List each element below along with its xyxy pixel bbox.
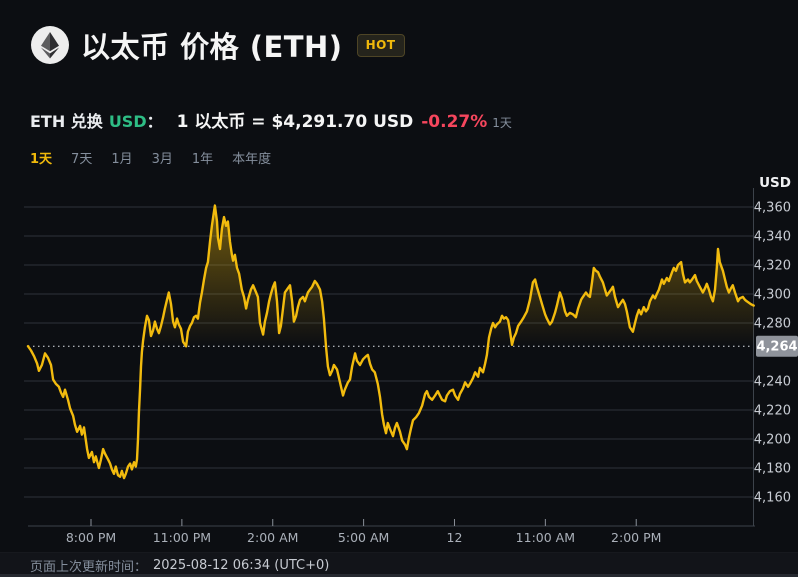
pair-prefix: ETH 兑换 bbox=[30, 112, 103, 131]
range-tab-4[interactable]: 1年 bbox=[191, 152, 214, 167]
current-rate: 1 以太币 = $4,291.70 USD bbox=[176, 112, 414, 132]
y-axis-label: 4,200 bbox=[754, 433, 791, 448]
range-tab-0[interactable]: 1天 bbox=[30, 152, 53, 167]
range-tabs: 1天 7天 1月 3月 1年 本年度 bbox=[30, 148, 271, 167]
price-summary: ETH 兑换 USD ： 1 以太币 = $4,291.70 USD -0.27… bbox=[30, 107, 512, 132]
change-percent: -0.27% bbox=[421, 112, 488, 132]
y-axis-label: 4,160 bbox=[754, 491, 791, 506]
y-axis-label: 4,300 bbox=[754, 288, 791, 303]
x-axis-label: 5:00 AM bbox=[338, 530, 389, 545]
price-line bbox=[26, 204, 755, 480]
range-tab-2[interactable]: 1月 bbox=[111, 152, 133, 167]
colon: ： bbox=[146, 112, 163, 131]
price-chart[interactable]: 8:00 PM 11:00 PM 2:00 AM 5:00 AM 12 11:00 AM 2… bbox=[0, 170, 798, 552]
page-header: 以太币 价格 (ETH) HOT bbox=[30, 24, 405, 66]
last-updated-label: 页面上次更新时间： bbox=[30, 559, 148, 575]
baseline-price-badge bbox=[756, 335, 798, 357]
y-axis-label: 4,360 bbox=[754, 201, 791, 216]
change-period: 1天 bbox=[492, 116, 512, 130]
last-updated-time: 2025-08-12 06:34 (UTC+0) bbox=[153, 557, 330, 573]
range-tab-3[interactable]: 3月 bbox=[151, 152, 173, 167]
range-tab-5[interactable]: 本年度 bbox=[232, 152, 272, 167]
y-axis-label: 4,180 bbox=[754, 462, 791, 477]
x-axis-label: 2:00 AM bbox=[247, 530, 298, 545]
x-axis-label: 8:00 PM bbox=[66, 530, 116, 545]
quote-currency: USD bbox=[108, 112, 147, 131]
range-tab-1[interactable]: 7天 bbox=[71, 152, 93, 167]
baseline-price-badge-label: 4,264 bbox=[756, 340, 797, 355]
x-axis-label: 2:00 PM bbox=[611, 530, 661, 545]
y-axis-label: 4,340 bbox=[754, 230, 791, 245]
y-axis-label: 4,320 bbox=[754, 259, 791, 274]
y-axis-label: 4,280 bbox=[754, 317, 791, 332]
y-axis-label: 4,240 bbox=[754, 375, 791, 390]
x-axis-label: 12 bbox=[447, 530, 463, 545]
y-axis-title: USD bbox=[759, 175, 791, 191]
page-title: 以太币 价格 (ETH) bbox=[81, 30, 343, 64]
y-axis-label: 4,220 bbox=[754, 404, 791, 419]
price-chart-svg[interactable]: 8:00 PM 11:00 PM 2:00 AM 5:00 AM 12 11:00 AM 2… bbox=[0, 170, 798, 552]
page-footer: 页面上次更新时间： 2025-08-12 06:34 (UTC+0) bbox=[0, 552, 798, 577]
price-area bbox=[28, 205, 754, 479]
bottom-divider bbox=[0, 574, 798, 577]
ethereum-logo-icon bbox=[31, 26, 69, 64]
x-axis-label: 11:00 AM bbox=[516, 530, 575, 545]
x-axis-label: 11:00 PM bbox=[153, 530, 211, 545]
hot-badge: HOT bbox=[356, 33, 405, 57]
